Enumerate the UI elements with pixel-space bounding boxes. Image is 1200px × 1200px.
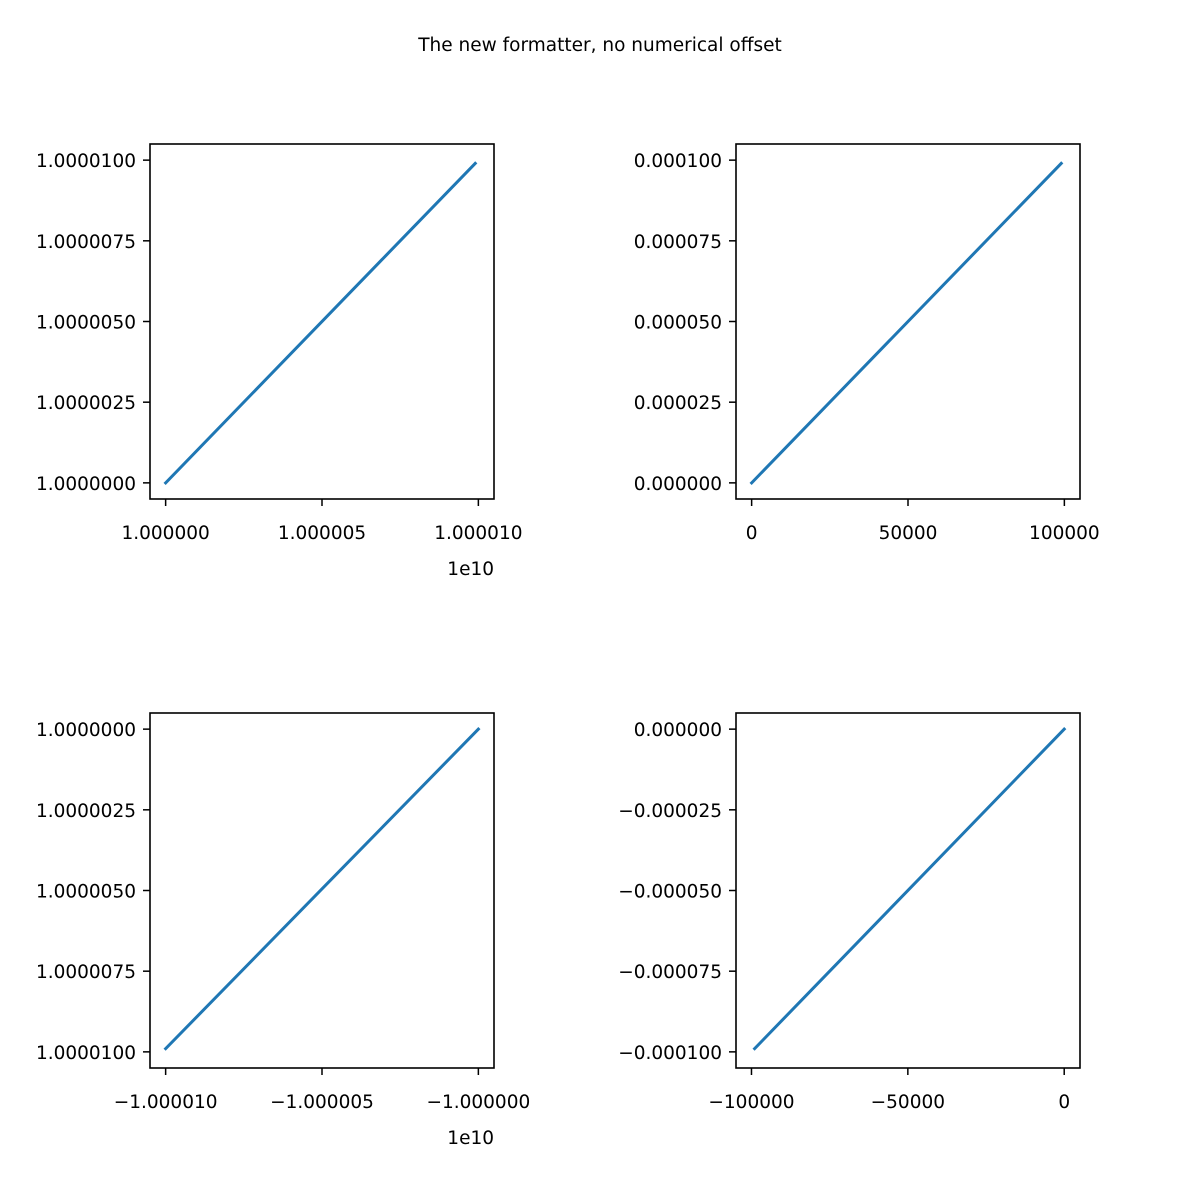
x-tick-label: 1.000010 (434, 523, 522, 544)
x-tick-label: 0 (1058, 1092, 1070, 1113)
series-line (752, 727, 1067, 1051)
subplot-3: −1.000010 −1.000005 −1.000000 1.0000000 1.00… (36, 712, 530, 1149)
y-tick-label: −0.000100 (618, 1043, 722, 1064)
y-tick-label: 1.0000100 (36, 1043, 136, 1064)
y-tick-label: 1.0000100 (36, 151, 136, 172)
x-tick-label: −1.000010 (114, 1092, 218, 1113)
y-tick-label: 1.0000075 (36, 232, 136, 253)
x-tick-label: 0 (746, 523, 758, 544)
y-tick-label: 1.0000050 (36, 882, 136, 903)
y-tick-label: 1.0000025 (36, 801, 136, 822)
x-offset-label: 1e10 (447, 559, 494, 580)
y-tick-label: 0.000000 (634, 720, 722, 741)
x-tick-label: 100000 (1029, 523, 1100, 544)
y-tick-label: −0.000075 (618, 962, 722, 983)
series-line (749, 161, 1064, 485)
axes-frame (149, 712, 495, 1069)
y-tick-label: 0.000000 (634, 474, 722, 495)
axes-frame (149, 143, 495, 500)
y-tick-label: 1.0000050 (36, 313, 136, 334)
x-tick-label: −1.000005 (270, 1092, 374, 1113)
axes-frame (735, 712, 1081, 1069)
y-tick-label: −0.000025 (618, 801, 722, 822)
x-tick-label: 1.000005 (278, 523, 366, 544)
x-tick-label: 1.000000 (121, 523, 209, 544)
figure-suptitle: The new formatter, no numerical offset (417, 35, 782, 56)
subplot-4: −100000 −50000 0 0.000000 −0.000025 −0.000050… (618, 712, 1081, 1113)
series-line (163, 727, 481, 1051)
x-tick-label: −1.000000 (426, 1092, 530, 1113)
y-tick-label: 0.000050 (634, 313, 722, 334)
axes-frame (735, 143, 1081, 500)
y-tick-label: 1.0000025 (36, 393, 136, 414)
x-tick-label: −100000 (708, 1092, 794, 1113)
y-tick-label: 0.000100 (634, 151, 722, 172)
y-tick-label: −0.000050 (618, 882, 722, 903)
x-tick-label: −50000 (871, 1092, 945, 1113)
y-tick-label: 0.000075 (634, 232, 722, 253)
subplots-layer: 1.000000 1.000005 1.000010 1.0000000 1.00000… (36, 143, 1100, 1149)
x-offset-label: 1e10 (447, 1128, 494, 1149)
subplot-1: 1.000000 1.000005 1.000010 1.0000000 1.00000… (36, 143, 523, 580)
x-tick-label: 50000 (879, 523, 938, 544)
subplot-2: 0 50000 100000 0.000000 0.000025 0.000050 0.00… (634, 143, 1100, 544)
y-tick-label: 0.000025 (634, 393, 722, 414)
y-tick-label: 1.0000000 (36, 474, 136, 495)
y-tick-label: 1.0000000 (36, 720, 136, 741)
series-line (163, 161, 478, 485)
y-tick-label: 1.0000075 (36, 962, 136, 983)
